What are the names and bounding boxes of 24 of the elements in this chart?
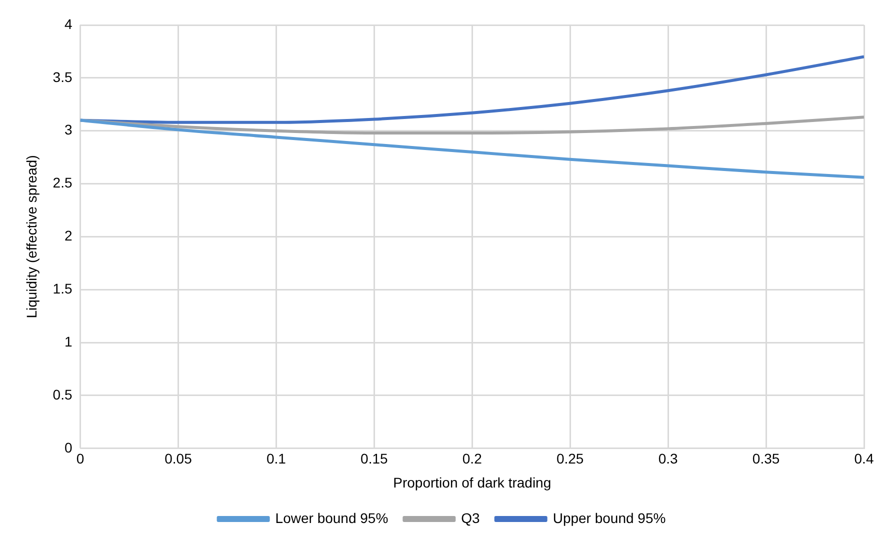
x-tick-label: 0.35 xyxy=(752,450,780,467)
x-tick-label: 0.3 xyxy=(658,450,678,467)
legend-label: Upper bound 95% xyxy=(552,510,666,526)
legend-label: Q3 xyxy=(461,510,480,526)
line-series xyxy=(80,118,864,179)
y-tick-label: 4 xyxy=(64,16,72,32)
x-tick-label: 0.4 xyxy=(854,450,874,467)
y-tick-label: 1.5 xyxy=(52,280,72,296)
y-tick-label: 2 xyxy=(64,228,72,244)
x-tick-label: 0.2 xyxy=(462,450,482,467)
x-tick-label: 0 xyxy=(76,450,84,467)
y-tick-label: 2.5 xyxy=(52,174,72,191)
legend-label: Lower bound 95% xyxy=(275,510,388,526)
y-tick-label: 0 xyxy=(64,439,72,456)
x-tick-label: 0.05 xyxy=(164,450,192,467)
y-axis-title: Liquidity (effective spread) xyxy=(23,155,40,318)
y-tick-label: 3.5 xyxy=(52,68,72,85)
x-tick-label: 0.25 xyxy=(556,450,584,467)
y-tick-label: 1 xyxy=(64,333,72,350)
x-axis-title: Proportion of dark trading xyxy=(393,474,552,490)
y-tick-label: 3 xyxy=(64,122,72,138)
x-tick-label: 0.1 xyxy=(266,450,286,467)
y-tick-label: 0.5 xyxy=(52,386,72,402)
x-tick-label: 0.15 xyxy=(360,450,388,467)
